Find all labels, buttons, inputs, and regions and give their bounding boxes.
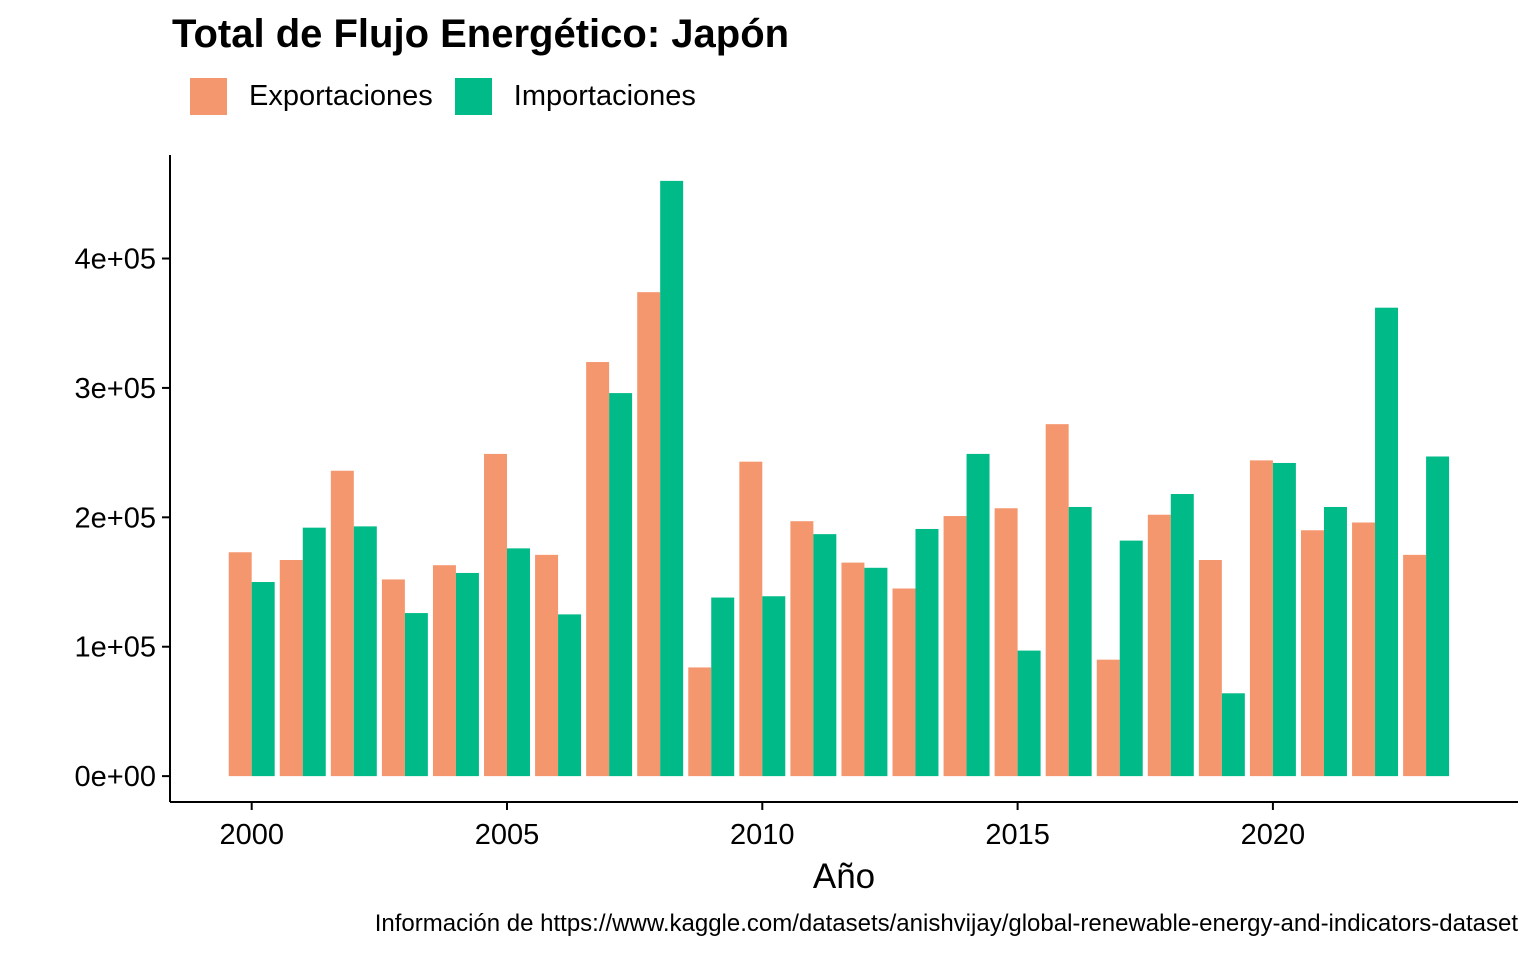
bar-exportaciones-2008 (637, 292, 661, 777)
bar-importaciones-2013 (915, 528, 939, 777)
bar-exportaciones-2012 (841, 562, 865, 777)
bar-importaciones-2010 (762, 596, 786, 777)
bar-exportaciones-2011 (790, 521, 814, 777)
bar-exportaciones-2019 (1198, 560, 1222, 777)
bars-layer (228, 180, 1450, 777)
bar-importaciones-2003 (404, 613, 428, 777)
y-tick-label-2: 2e+05 (75, 502, 156, 534)
x-axis-label: Año (813, 857, 875, 896)
bar-importaciones-2017 (1119, 540, 1143, 777)
bar-exportaciones-2013 (892, 588, 916, 777)
bar-exportaciones-2005 (484, 453, 507, 777)
legend-item-exportaciones: Exportaciones (190, 78, 433, 115)
bar-exportaciones-2009 (688, 667, 712, 777)
bar-importaciones-2011 (813, 534, 837, 777)
bar-importaciones-2018 (1170, 494, 1194, 777)
bar-importaciones-2000 (251, 582, 275, 777)
legend-swatch-exportaciones (190, 78, 227, 115)
bar-importaciones-2009 (711, 597, 735, 777)
bar-importaciones-2014 (966, 453, 990, 777)
bar-importaciones-2019 (1221, 693, 1245, 777)
y-tick-label-1: 1e+05 (75, 632, 156, 664)
bar-exportaciones-2001 (279, 560, 303, 777)
legend-label-importaciones: Importaciones (513, 80, 696, 112)
bar-importaciones-2022 (1375, 307, 1399, 777)
chart-caption: Información de https://www.kaggle.com/da… (374, 910, 1518, 937)
bar-importaciones-2004 (455, 572, 479, 777)
bar-exportaciones-2015 (994, 508, 1018, 777)
bar-exportaciones-2010 (739, 461, 763, 777)
bar-importaciones-2002 (353, 526, 377, 777)
bar-importaciones-2005 (507, 548, 530, 777)
bar-importaciones-2021 (1323, 506, 1347, 777)
bar-importaciones-2015 (1017, 650, 1041, 777)
bar-importaciones-2020 (1272, 462, 1296, 777)
bar-importaciones-2016 (1068, 506, 1092, 777)
x-tick-label-1: 2005 (475, 819, 540, 851)
legend-swatch-importaciones (454, 78, 492, 115)
bar-exportaciones-2017 (1096, 659, 1120, 777)
legend-item-importaciones: Importaciones (454, 78, 696, 115)
bar-exportaciones-2020 (1249, 460, 1273, 777)
bar-importaciones-2001 (302, 527, 326, 777)
y-tick-label-3: 3e+05 (75, 373, 156, 405)
x-tick-label-2: 2010 (730, 819, 795, 851)
y-tick-label-4: 4e+05 (75, 244, 156, 276)
bar-exportaciones-2022 (1352, 522, 1376, 777)
bar-exportaciones-2004 (432, 565, 456, 777)
x-tick-label-3: 2015 (985, 819, 1050, 851)
bar-importaciones-2008 (660, 180, 684, 777)
bar-exportaciones-2003 (381, 579, 405, 777)
bar-exportaciones-2021 (1300, 530, 1324, 777)
bar-exportaciones-2023 (1403, 554, 1427, 777)
bar-importaciones-2007 (609, 393, 633, 777)
axes-layer: 0e+00 1e+05 2e+05 3e+05 4e+05 2000 2005 2010 201… (75, 155, 1518, 896)
bar-exportaciones-2006 (535, 554, 559, 777)
legend-label-exportaciones: Exportaciones (249, 80, 433, 112)
bar-exportaciones-2000 (228, 552, 252, 777)
x-tick-label-4: 2020 (1241, 819, 1306, 851)
bar-importaciones-2023 (1426, 456, 1450, 777)
bar-importaciones-2012 (864, 567, 888, 777)
bar-importaciones-2006 (558, 614, 582, 777)
bar-exportaciones-2016 (1045, 424, 1069, 777)
legend: Exportaciones Importaciones (190, 78, 718, 115)
bar-exportaciones-2018 (1147, 514, 1171, 777)
y-tick-label-0: 0e+00 (75, 761, 156, 793)
bar-exportaciones-2002 (330, 470, 354, 777)
bar-exportaciones-2007 (586, 362, 610, 777)
bar-exportaciones-2014 (943, 516, 967, 777)
chart-title: Total de Flujo Energético: Japón (172, 12, 790, 56)
x-tick-label-0: 2000 (219, 819, 284, 851)
